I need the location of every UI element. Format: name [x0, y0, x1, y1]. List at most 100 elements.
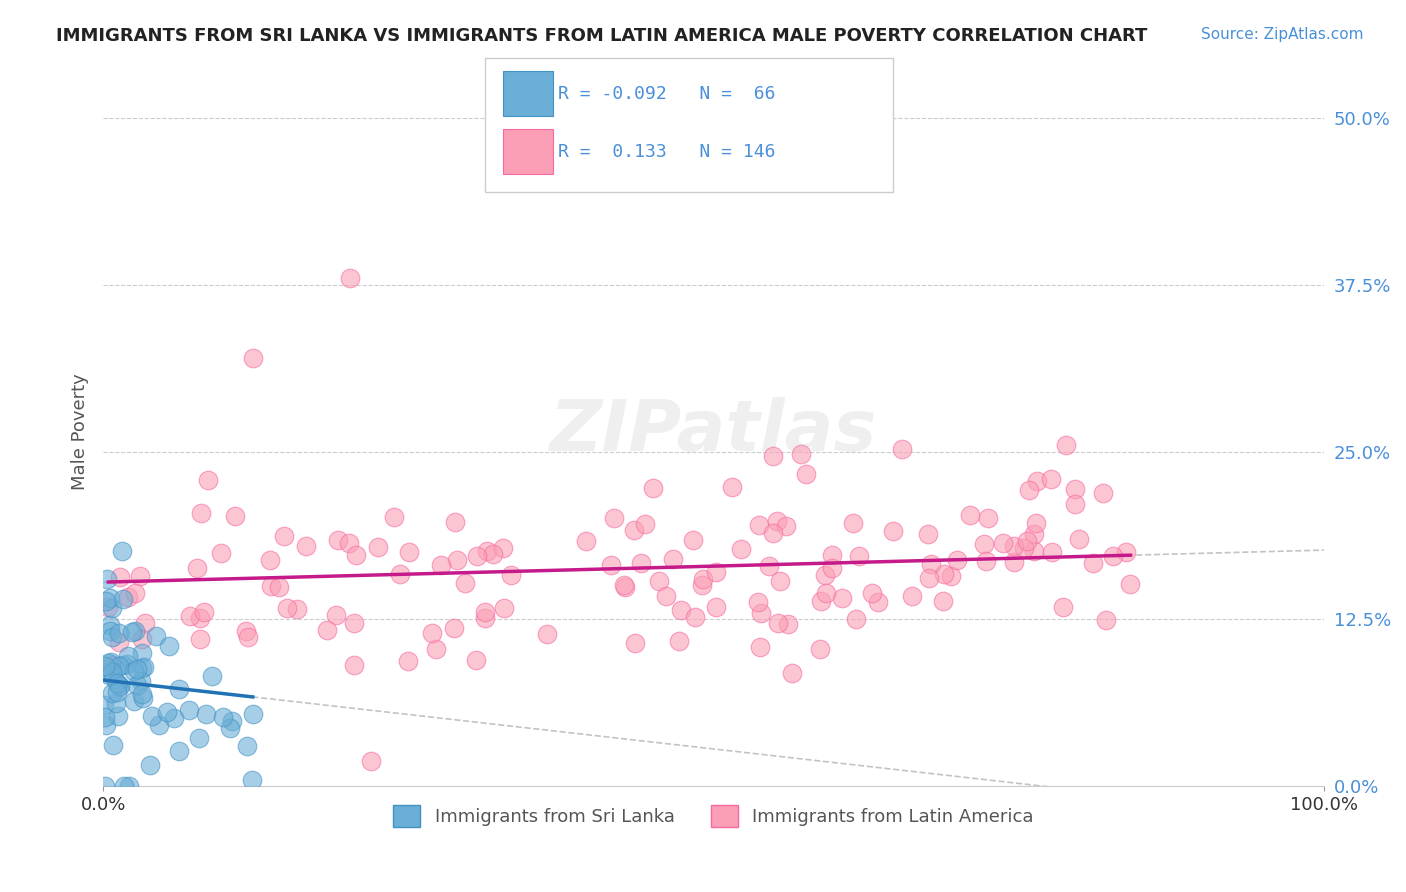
Point	[94, 718, 117, 732]
Point	[704, 600, 727, 615]
Point	[630, 556, 652, 570]
Point	[132, 690, 155, 705]
Point	[769, 574, 792, 588]
Point	[101, 658, 124, 673]
Point	[94, 594, 117, 608]
Point	[94, 779, 117, 793]
Point	[845, 612, 868, 626]
Point	[117, 648, 139, 663]
Point	[104, 696, 127, 710]
Point	[96, 572, 118, 586]
Point	[131, 646, 153, 660]
Point	[977, 511, 1000, 525]
Point	[721, 480, 744, 494]
Point	[1039, 472, 1062, 486]
Y-axis label: Male Poverty: Male Poverty	[72, 374, 89, 491]
Point	[117, 657, 139, 671]
Point	[242, 706, 264, 721]
Point	[129, 569, 152, 583]
Point	[945, 553, 967, 567]
Point	[96, 656, 118, 670]
Point	[224, 508, 246, 523]
Point	[167, 681, 190, 696]
Text: R =  0.133   N = 146: R = 0.133 N = 146	[558, 143, 776, 161]
Point	[343, 657, 366, 672]
Point	[775, 518, 797, 533]
Point	[430, 558, 453, 573]
Point	[122, 693, 145, 707]
Point	[107, 679, 129, 693]
Point	[259, 553, 281, 567]
Point	[328, 533, 350, 547]
Point	[536, 626, 558, 640]
Point	[398, 545, 420, 559]
Point	[1024, 544, 1046, 558]
Point	[316, 624, 339, 638]
Point	[766, 515, 789, 529]
Point	[814, 568, 837, 582]
Point	[730, 542, 752, 557]
Point	[108, 635, 131, 649]
Point	[921, 557, 943, 571]
Point	[121, 625, 143, 640]
Point	[860, 585, 883, 599]
Point	[821, 548, 844, 562]
Point	[482, 547, 505, 561]
Point	[690, 577, 713, 591]
Point	[156, 706, 179, 720]
Point	[285, 601, 308, 615]
Point	[973, 537, 995, 551]
Point	[492, 541, 515, 555]
Point	[157, 640, 180, 654]
Point	[766, 616, 789, 631]
Point	[474, 611, 496, 625]
Point	[188, 632, 211, 647]
Point	[465, 549, 488, 563]
Point	[145, 629, 167, 643]
Point	[1063, 497, 1085, 511]
Point	[212, 710, 235, 724]
Point	[103, 738, 125, 752]
Point	[131, 688, 153, 702]
Point	[623, 636, 645, 650]
Point	[465, 653, 488, 667]
Point	[1081, 556, 1104, 570]
Point	[661, 552, 683, 566]
Point	[100, 618, 122, 632]
Point	[118, 780, 141, 794]
Point	[101, 669, 124, 683]
Point	[93, 698, 115, 713]
Point	[648, 574, 671, 588]
Point	[134, 615, 156, 630]
Point	[105, 685, 128, 699]
Point	[939, 568, 962, 582]
Point	[1025, 516, 1047, 530]
Point	[1026, 474, 1049, 488]
Point	[108, 659, 131, 673]
Point	[125, 678, 148, 692]
Point	[623, 523, 645, 537]
Point	[240, 772, 263, 787]
Point	[107, 709, 129, 723]
Point	[100, 624, 122, 638]
Point	[1042, 545, 1064, 559]
Point	[343, 615, 366, 630]
Point	[603, 511, 626, 525]
Point	[1115, 545, 1137, 559]
Point	[749, 606, 772, 620]
Point	[112, 658, 135, 673]
Point	[344, 549, 367, 563]
Point	[108, 679, 131, 693]
Point	[815, 585, 838, 599]
Point	[1022, 526, 1045, 541]
Point	[762, 526, 785, 541]
Point	[425, 641, 447, 656]
Point	[93, 710, 115, 724]
Point	[477, 543, 499, 558]
Point	[138, 758, 160, 772]
Point	[131, 661, 153, 675]
Point	[219, 721, 242, 735]
Point	[197, 474, 219, 488]
Point	[443, 621, 465, 635]
Point	[882, 524, 904, 538]
